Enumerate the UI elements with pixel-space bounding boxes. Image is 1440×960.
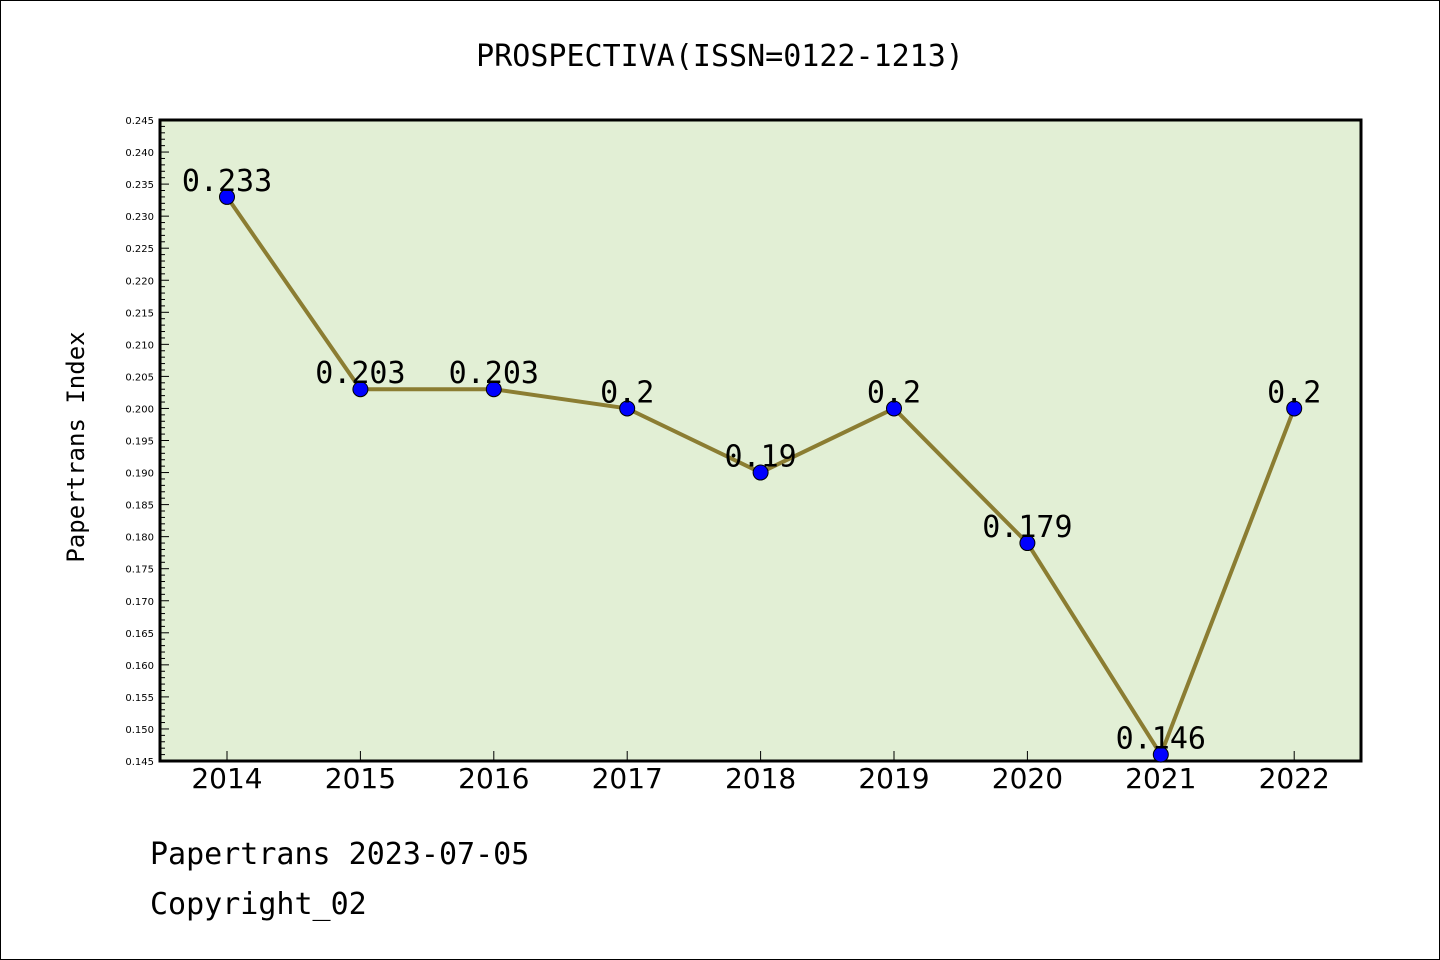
x-tick-label: 2021 — [1125, 762, 1196, 795]
y-tick-label: 0.175 — [125, 565, 154, 576]
data-point — [352, 381, 369, 398]
data-labels: 0.233 0.203 0.203 0.2 0.19 0.2 0.179 0.146 0.2 — [182, 164, 1321, 757]
x-tick-label: 2016 — [458, 762, 529, 795]
data-label: 0.2 — [1267, 375, 1321, 410]
footer-date: Papertrans 2023-07-05 — [150, 837, 529, 872]
data-point — [1019, 535, 1036, 552]
y-axis: 0.145 0.150 0.155 0.160 0.165 0.170 0.175 0.180… — [125, 116, 169, 768]
data-point — [886, 400, 902, 417]
data-point — [1152, 746, 1169, 763]
y-tick-label: 0.145 — [125, 757, 154, 768]
y-tick-label: 0.180 — [125, 533, 154, 544]
data-label: 0.203 — [449, 356, 539, 391]
y-tick-label: 0.215 — [125, 308, 154, 319]
y-tick-label: 0.205 — [125, 372, 154, 383]
y-tick-label: 0.225 — [125, 244, 154, 255]
x-tick-label: 2015 — [325, 762, 396, 795]
y-tick-label: 0.155 — [125, 693, 154, 704]
y-tick-label: 0.235 — [125, 180, 154, 191]
x-tick-label: 2017 — [592, 762, 663, 795]
data-point — [752, 464, 769, 481]
x-tick-label: 2022 — [1259, 762, 1330, 795]
y-tick-label: 0.245 — [125, 116, 154, 127]
x-tick-label: 2020 — [992, 762, 1063, 795]
data-label: 0.233 — [182, 164, 272, 199]
data-point — [1286, 400, 1303, 417]
x-tick-label: 2018 — [725, 762, 796, 795]
y-axis-label: Papertrans Index — [62, 331, 90, 562]
x-axis: 2014 2015 2016 2017 2018 2019 2020 2021 2022 — [191, 751, 1330, 795]
y-tick-label: 0.230 — [125, 212, 154, 223]
data-label: 0.203 — [315, 356, 405, 391]
y-tick-label: 0.160 — [125, 661, 154, 672]
y-tick-label: 0.185 — [125, 501, 154, 512]
data-label: 0.2 — [600, 375, 654, 410]
y-tick-label: 0.210 — [125, 340, 154, 351]
y-tick-label: 0.200 — [125, 404, 154, 415]
data-point — [485, 381, 502, 398]
y-tick-label: 0.195 — [125, 437, 154, 448]
data-label: 0.146 — [1116, 722, 1206, 757]
chart-title: PROSPECTIVA(ISSN=0122-1213) — [476, 39, 964, 74]
data-label: 0.179 — [982, 510, 1072, 545]
plot-area — [158, 118, 1363, 763]
y-tick-label: 0.190 — [125, 469, 154, 480]
data-label: 0.2 — [867, 375, 921, 410]
x-tick-label: 2014 — [191, 762, 262, 795]
y-tick-label: 0.150 — [125, 725, 154, 736]
data-point — [619, 400, 636, 417]
y-tick-label: 0.170 — [125, 597, 154, 608]
footer-copyright: Copyright_02 — [150, 887, 367, 922]
y-tick-label: 0.165 — [125, 629, 154, 640]
y-tick-label: 0.220 — [125, 276, 154, 287]
x-tick-label: 2019 — [858, 762, 929, 795]
data-label: 0.19 — [724, 440, 796, 475]
data-point — [219, 188, 235, 205]
y-tick-label: 0.240 — [125, 148, 154, 159]
series-markers — [219, 188, 1303, 763]
